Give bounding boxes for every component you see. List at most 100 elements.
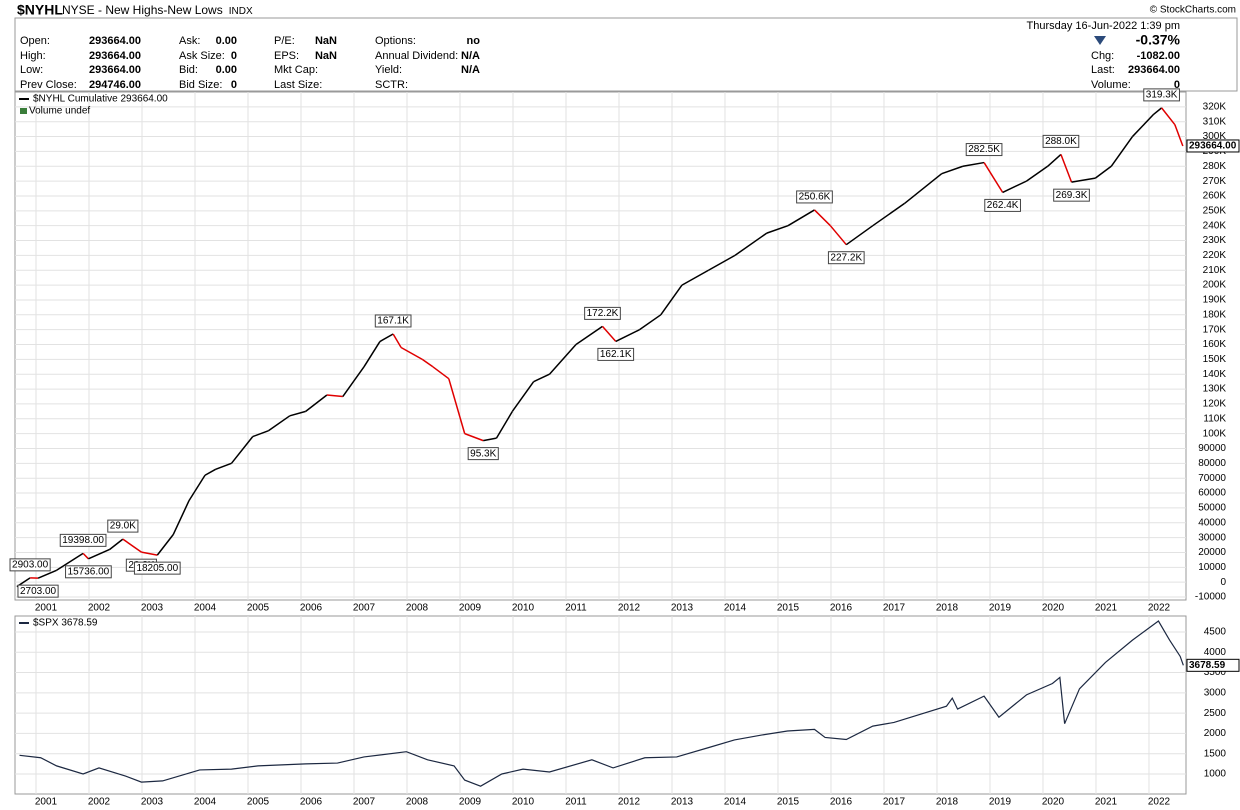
field-value: N/A bbox=[461, 50, 480, 62]
legend-label: $NYHL Cumulative 293664.00 bbox=[33, 94, 168, 105]
y-tick-label: 170K bbox=[1203, 324, 1227, 335]
y-tick-label: 10000 bbox=[1198, 562, 1226, 573]
x-tick-label: 2018 bbox=[936, 603, 959, 614]
x-tick-label: 2002 bbox=[88, 797, 111, 808]
line-segment bbox=[615, 328, 640, 343]
y-tick-label: 260K bbox=[1203, 191, 1227, 202]
line-segment bbox=[448, 378, 466, 434]
annotation-box bbox=[9, 558, 51, 572]
annotation-box bbox=[59, 533, 107, 547]
x-tick-label: 2008 bbox=[406, 797, 429, 808]
exchange-name: NYSE - New Highs-New Lows bbox=[62, 3, 223, 17]
annotation-box bbox=[133, 561, 181, 575]
x-tick-label: 2018 bbox=[936, 797, 959, 808]
down-arrow bbox=[1094, 36, 1106, 45]
y-tick-label: 70000 bbox=[1198, 473, 1226, 484]
line-segment bbox=[1047, 153, 1062, 167]
line-segment bbox=[326, 394, 343, 398]
line-segment bbox=[379, 333, 394, 343]
y-tick-label: 4500 bbox=[1204, 627, 1227, 638]
plot-area bbox=[14, 91, 1187, 601]
line-segment bbox=[464, 432, 484, 442]
y-tick-label: 40000 bbox=[1198, 517, 1226, 528]
field-label: Bid Size: bbox=[179, 79, 222, 91]
annotation-box bbox=[467, 447, 499, 461]
line-segment bbox=[495, 410, 514, 439]
x-tick-label: 2019 bbox=[989, 797, 1012, 808]
annotation-label: 172.2K bbox=[587, 308, 619, 319]
field-label: Low: bbox=[20, 64, 43, 76]
field-value: 293664.00 bbox=[89, 64, 141, 76]
field-value: NaN bbox=[315, 35, 337, 47]
y-tick-label: 160K bbox=[1203, 339, 1227, 350]
line-segment bbox=[1131, 113, 1155, 138]
line-segment bbox=[941, 165, 964, 175]
y-tick-label: 110K bbox=[1203, 413, 1226, 424]
annotation-label: 162.1K bbox=[600, 349, 632, 360]
x-tick-label: 2003 bbox=[141, 603, 164, 614]
line-segment bbox=[708, 254, 736, 271]
y-tick-label: 230K bbox=[1203, 235, 1227, 246]
datetime: Thursday 16-Jun-2022 1:39 pm bbox=[1027, 20, 1180, 32]
x-tick-label: 2009 bbox=[459, 797, 482, 808]
x-tick-label: 2003 bbox=[141, 797, 164, 808]
y-tick-label: 190K bbox=[1203, 295, 1227, 306]
field-value: 0.00 bbox=[216, 64, 237, 76]
quote-label: Last: bbox=[1091, 64, 1115, 76]
field-label: Last Size: bbox=[274, 79, 322, 91]
line-segment bbox=[1026, 165, 1049, 182]
line-segment bbox=[230, 436, 254, 464]
line-segment bbox=[872, 202, 906, 227]
annotation-box bbox=[597, 347, 635, 361]
line-segment bbox=[787, 209, 815, 227]
x-tick-label: 2022 bbox=[1148, 603, 1171, 614]
y-tick-label: 20000 bbox=[1198, 547, 1226, 558]
annotation-label: 18205.00 bbox=[136, 563, 178, 574]
quote-value: -1082.00 bbox=[1137, 50, 1180, 62]
line-segment bbox=[904, 173, 943, 204]
x-tick-label: 2016 bbox=[830, 797, 853, 808]
line-segment bbox=[305, 394, 328, 412]
y-tick-label: 320K bbox=[1203, 101, 1227, 112]
x-tick-label: 2002 bbox=[88, 603, 111, 614]
x-tick-label: 2013 bbox=[671, 603, 694, 614]
line-segment bbox=[400, 346, 423, 361]
line-segment bbox=[252, 429, 269, 438]
copyright: © StockCharts.com bbox=[1150, 5, 1236, 16]
annotation-label: 15736.00 bbox=[68, 566, 110, 577]
line-segment bbox=[172, 500, 190, 535]
x-tick-label: 2006 bbox=[300, 603, 323, 614]
y-tick-label: 30000 bbox=[1198, 532, 1226, 543]
y-tick-label: 80000 bbox=[1198, 458, 1226, 469]
y-tick-label: -10000 bbox=[1195, 592, 1227, 603]
line-segment bbox=[1002, 180, 1027, 194]
x-tick-label: 2014 bbox=[724, 797, 747, 808]
symbol: $NYHL bbox=[17, 2, 63, 18]
y-tick-label: 240K bbox=[1203, 220, 1227, 231]
annotation-label: 2703.00 bbox=[20, 586, 57, 597]
line-segment bbox=[1161, 107, 1176, 126]
x-tick-label: 2005 bbox=[247, 797, 270, 808]
x-tick-label: 2017 bbox=[883, 797, 906, 808]
annotation-box bbox=[1053, 188, 1090, 202]
x-tick-label: 2012 bbox=[618, 797, 641, 808]
annotation-box bbox=[65, 565, 112, 579]
field-value: 294746.00 bbox=[89, 79, 141, 91]
field-label: P/E: bbox=[274, 35, 295, 47]
y-tick-label: 0 bbox=[1220, 577, 1226, 588]
y-tick-label: 210K bbox=[1203, 265, 1227, 276]
line-segment bbox=[215, 462, 232, 470]
y-tick-label: 280K bbox=[1203, 161, 1227, 172]
annotation-box bbox=[107, 519, 139, 533]
field-label: Yield: bbox=[375, 64, 402, 76]
line-segment bbox=[421, 358, 434, 368]
volume-icon bbox=[20, 108, 27, 114]
annotation-box bbox=[584, 306, 621, 320]
y-tick-label: 220K bbox=[1203, 250, 1227, 261]
x-tick-label: 2008 bbox=[406, 603, 429, 614]
field-label: Bid: bbox=[179, 64, 198, 76]
field-value: 0.00 bbox=[216, 35, 237, 47]
line-segment bbox=[82, 552, 89, 560]
line-segment bbox=[363, 341, 381, 368]
y-tick-label: 4000 bbox=[1204, 647, 1227, 658]
